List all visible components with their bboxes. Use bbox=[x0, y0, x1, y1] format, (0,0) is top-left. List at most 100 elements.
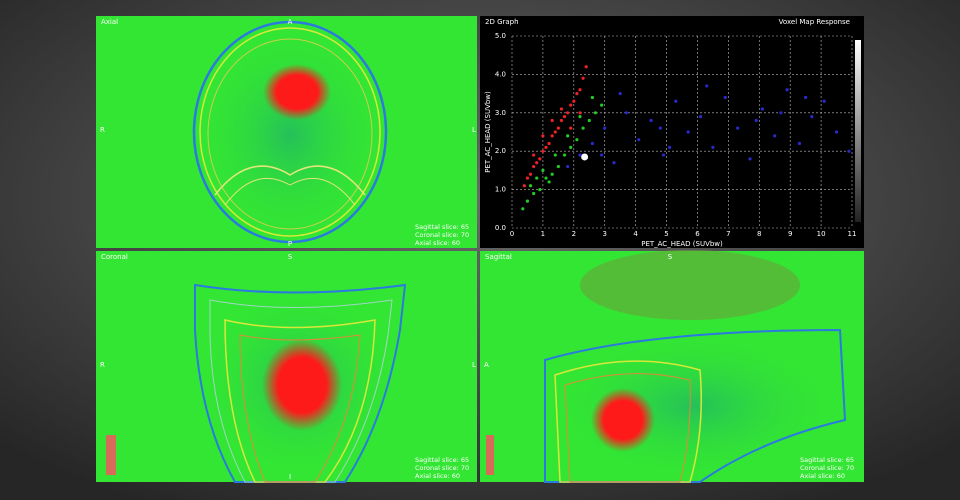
scatter-point bbox=[612, 161, 616, 165]
scatter-point bbox=[550, 172, 554, 176]
scatter-point bbox=[804, 95, 808, 100]
scatter-point bbox=[822, 99, 826, 103]
slice-info: Axial slice: 60 bbox=[415, 472, 460, 480]
orientation: R bbox=[100, 361, 105, 369]
x-tick-label: 8 bbox=[757, 230, 761, 238]
orientation: L bbox=[472, 361, 476, 369]
scatter-point bbox=[547, 180, 551, 184]
axial-panel: Axial A P R L Sagittal slice: 65 Coronal… bbox=[96, 16, 477, 249]
scatter-point bbox=[521, 207, 525, 211]
scatter-point bbox=[541, 149, 545, 153]
scatter-point bbox=[553, 130, 557, 134]
scatter-point bbox=[538, 188, 542, 192]
scatter-point bbox=[624, 111, 628, 115]
scatter-point bbox=[584, 65, 588, 69]
scatter-point bbox=[600, 103, 604, 107]
scatter-point bbox=[578, 153, 582, 157]
scatter-point bbox=[535, 176, 539, 180]
scatter-point bbox=[553, 153, 557, 157]
x-tick-label: 3 bbox=[602, 230, 606, 238]
scatter-point bbox=[785, 88, 789, 92]
scatter-point bbox=[649, 118, 653, 123]
scatter-point bbox=[569, 145, 573, 149]
scatter-point bbox=[637, 138, 641, 142]
x-tick-label: 5 bbox=[664, 230, 668, 238]
scatter-point bbox=[566, 111, 570, 115]
scatter-point bbox=[572, 99, 576, 103]
orientation: S bbox=[288, 253, 293, 261]
slice-info: Sagittal slice: 65 bbox=[415, 456, 469, 464]
orientation: P bbox=[288, 240, 292, 248]
scatter-point bbox=[581, 76, 585, 80]
scatter-point bbox=[587, 118, 591, 123]
scatter-point bbox=[754, 118, 758, 123]
panel-title: Sagittal bbox=[485, 253, 512, 261]
slice-info: Axial slice: 60 bbox=[800, 472, 845, 480]
slice-info: Sagittal slice: 65 bbox=[415, 223, 469, 231]
scatter-point bbox=[525, 176, 530, 180]
x-tick-label: 0 bbox=[510, 230, 514, 238]
scatter-point bbox=[736, 126, 740, 130]
x-tick-label: 9 bbox=[788, 230, 792, 238]
panel-title: Coronal bbox=[101, 253, 128, 261]
scatter-point bbox=[705, 84, 709, 88]
scatter-point bbox=[603, 126, 607, 130]
scatter-point bbox=[668, 145, 672, 149]
scatter-point bbox=[550, 118, 554, 123]
scatter-point bbox=[556, 126, 560, 130]
scatter-point bbox=[544, 145, 548, 149]
scatter-point bbox=[779, 111, 783, 115]
scatter-point bbox=[532, 153, 536, 157]
orientation: L bbox=[472, 126, 476, 134]
x-tick-label: 11 bbox=[848, 230, 857, 238]
slice-info: Coronal slice: 70 bbox=[415, 464, 469, 472]
chart-subtitle: Voxel Map Response bbox=[779, 18, 850, 26]
scatter-point bbox=[559, 107, 564, 111]
scatter-point bbox=[575, 92, 579, 96]
scatter-point bbox=[810, 115, 814, 119]
scatter-point bbox=[698, 115, 703, 119]
scatter-point bbox=[686, 130, 690, 134]
scatter-point bbox=[569, 126, 573, 130]
y-tick-label: 2.0 bbox=[495, 147, 506, 155]
scatter-point bbox=[541, 168, 545, 172]
scatter-point bbox=[562, 115, 567, 119]
scatter-point bbox=[618, 92, 622, 96]
scatter-point bbox=[711, 145, 715, 149]
y-tick-label: 1.0 bbox=[495, 186, 506, 194]
y-axis-label: PET_AC_HEAD (SUVbw) bbox=[484, 91, 492, 173]
scatter-point bbox=[541, 134, 545, 138]
scatter-point bbox=[760, 107, 764, 111]
scatter-point bbox=[522, 184, 526, 188]
x-axis-label: PET_AC_HEAD (SUVbw) bbox=[641, 240, 723, 248]
scatter-point bbox=[578, 111, 582, 115]
scatter-point bbox=[748, 157, 752, 161]
scatter-point bbox=[550, 134, 554, 138]
x-tick-label: 6 bbox=[695, 230, 700, 238]
scatter-point bbox=[538, 157, 542, 161]
scatter-point bbox=[566, 134, 570, 138]
x-tick-label: 4 bbox=[633, 230, 638, 238]
scatter-point bbox=[674, 99, 678, 103]
scatter-point bbox=[547, 141, 551, 146]
scatter-point bbox=[590, 141, 594, 146]
x-tick-label: 1 bbox=[541, 230, 545, 238]
chart-title: 2D Graph bbox=[485, 18, 519, 26]
scatter-point bbox=[723, 95, 727, 100]
slice-info: Coronal slice: 70 bbox=[415, 231, 469, 239]
y-tick-label: 3.0 bbox=[495, 109, 506, 117]
orientation: R bbox=[100, 126, 105, 134]
scatter-point bbox=[661, 153, 666, 157]
color-bar bbox=[855, 40, 861, 222]
x-tick-label: 2 bbox=[572, 230, 576, 238]
graph-panel: 2D Graph Voxel Map Response PET_AC_HEAD … bbox=[480, 16, 864, 248]
scatter-point bbox=[528, 184, 533, 188]
highlight-point bbox=[581, 153, 589, 161]
scatter-point bbox=[590, 95, 594, 100]
y-tick-label: 5.0 bbox=[495, 32, 506, 40]
coronal-panel: Coronal S I R L Sagittal slice: 65 Coron… bbox=[96, 251, 477, 483]
scatter-point bbox=[528, 172, 533, 176]
scatter-point bbox=[556, 164, 560, 169]
orientation: A bbox=[288, 18, 293, 26]
